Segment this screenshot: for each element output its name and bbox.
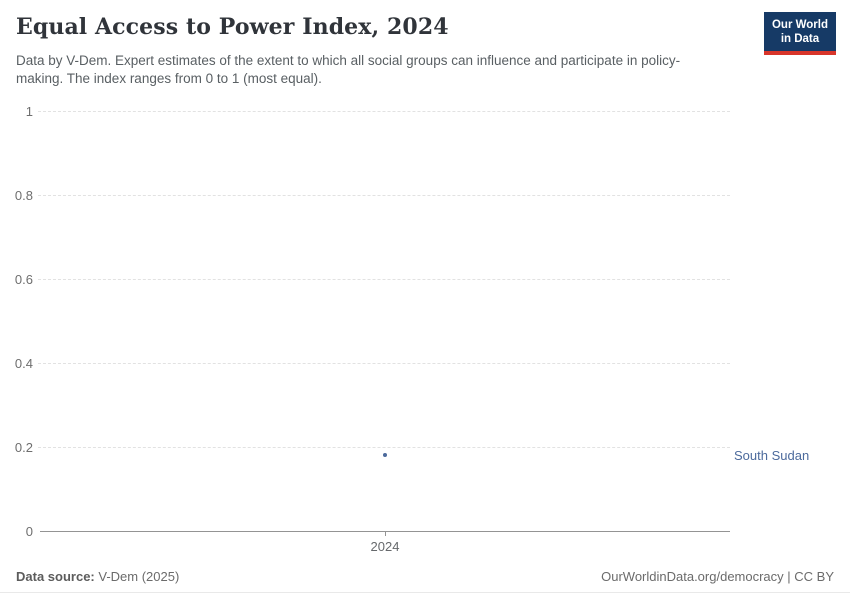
entity-label[interactable]: South Sudan bbox=[734, 448, 810, 464]
y-axis-tick-label: 0.6 bbox=[14, 272, 33, 287]
y-gridline bbox=[38, 447, 730, 448]
data-point[interactable] bbox=[383, 453, 387, 458]
x-axis-tick-label: 2024 bbox=[370, 539, 400, 554]
data-source-value: V-Dem (2025) bbox=[98, 569, 180, 584]
bottom-divider bbox=[0, 592, 850, 593]
data-source-note: Data source: V-Dem (2025) bbox=[16, 569, 179, 584]
y-axis-tick-label: 0.8 bbox=[14, 188, 33, 203]
owid-logo-line2: in Data bbox=[780, 33, 820, 45]
chart-title: Equal Access to Power Index, 2024 bbox=[16, 14, 449, 40]
y-gridline bbox=[38, 363, 730, 364]
owid-logo-line1: Our World bbox=[771, 19, 828, 31]
y-axis-tick-label: 0.4 bbox=[14, 356, 33, 371]
y-gridline bbox=[38, 111, 730, 112]
x-axis-tick bbox=[385, 531, 386, 536]
data-source-label: Data source: bbox=[16, 569, 95, 584]
y-axis-tick-label: 0.2 bbox=[14, 440, 33, 455]
y-axis-tick-label: 0 bbox=[25, 524, 33, 539]
owid-logo[interactable]: Our World in Data bbox=[763, 12, 836, 55]
y-gridline bbox=[38, 279, 730, 280]
chart-subtitle: Data by V-Dem. Expert estimates of the e… bbox=[16, 53, 681, 86]
chart-footer: Data source: V-Dem (2025) OurWorldinData… bbox=[16, 569, 834, 584]
credit-link[interactable]: OurWorldinData.org/democracy | CC BY bbox=[601, 569, 834, 584]
y-axis-tick-label: 1 bbox=[25, 104, 33, 119]
y-gridline bbox=[38, 195, 730, 196]
